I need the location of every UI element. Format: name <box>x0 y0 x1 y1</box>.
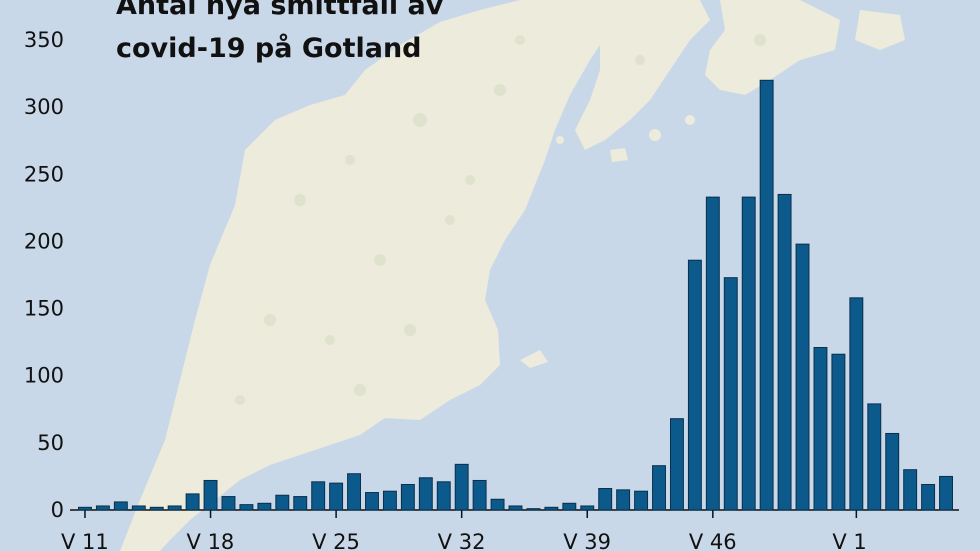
y-tick-label: 150 <box>24 297 64 321</box>
x-tick-label: V 32 <box>438 530 486 551</box>
bar-v-11 <box>78 506 92 511</box>
bar-v-27 <box>365 492 379 511</box>
bar-v-53 <box>831 353 846 511</box>
bar-v-22 <box>275 494 290 511</box>
bar-v-32 <box>454 463 469 511</box>
bar-v-51 <box>795 243 810 511</box>
bar-v-3 <box>885 432 900 511</box>
chart-title-line-1: Antal nya smittfall av <box>116 0 444 21</box>
y-tick-label: 200 <box>24 229 64 253</box>
bar-v-35 <box>508 505 523 511</box>
bar-v-25 <box>329 482 344 511</box>
bar-v-16 <box>167 505 182 511</box>
bar-v-30 <box>418 477 433 511</box>
bar-v-1 <box>849 297 864 511</box>
bar-v-36 <box>526 508 541 511</box>
y-tick-label: 100 <box>24 364 64 388</box>
y-tick-label: 350 <box>24 28 64 52</box>
bar-v-42 <box>634 490 649 511</box>
bar-v-40 <box>598 488 613 511</box>
bar-v-4 <box>903 469 918 511</box>
bar-v-28 <box>382 490 397 511</box>
bar-v-33 <box>472 479 487 511</box>
bar-v-44 <box>669 418 684 511</box>
y-tick-label: 250 <box>24 162 64 186</box>
bar-v-39 <box>580 505 595 511</box>
gotland-map-background <box>120 0 905 551</box>
x-tick-label: V 25 <box>312 530 360 551</box>
bar-v-15 <box>149 506 164 511</box>
y-tick-label: 300 <box>24 95 64 119</box>
bar-v-19 <box>221 496 236 511</box>
x-tick-label: V 1 <box>832 530 866 551</box>
bar-v-26 <box>347 473 362 511</box>
y-tick-label: 0 <box>51 498 64 522</box>
x-tick-label: V 39 <box>563 530 611 551</box>
bar-v-29 <box>400 483 415 511</box>
bar-v-13 <box>113 501 128 511</box>
bar-v-34 <box>490 498 505 511</box>
bar-v-38 <box>562 502 577 511</box>
bar-v-45 <box>687 259 702 511</box>
bar-v-43 <box>652 465 666 511</box>
bar-v-14 <box>131 505 146 511</box>
bar-v-20 <box>239 504 254 511</box>
bar-v-52 <box>813 347 828 511</box>
bar-v-21 <box>257 502 272 511</box>
bar-v-46 <box>705 196 720 511</box>
bar-v-23 <box>293 496 308 511</box>
bar-v-31 <box>436 481 451 511</box>
bar-v-24 <box>311 481 326 511</box>
x-tick-label: V 18 <box>187 530 235 551</box>
bar-v-18 <box>203 479 218 511</box>
bar-v-37 <box>544 506 559 511</box>
bar-v-49 <box>759 79 774 511</box>
x-tick-label: V 46 <box>689 530 737 551</box>
bar-v-2 <box>867 403 882 511</box>
bar-v-47 <box>723 277 738 511</box>
bar-v-5 <box>921 483 936 511</box>
bar-v-50 <box>777 193 792 511</box>
bar-v-12 <box>95 505 110 511</box>
bar-v-41 <box>616 489 631 511</box>
bar-v-17 <box>185 493 200 511</box>
bar-v-48 <box>741 196 756 511</box>
x-tick-label: V 11 <box>61 530 109 551</box>
chart-title-line-2: covid-19 på Gotland <box>116 32 422 64</box>
bar-v-6 <box>939 475 953 511</box>
y-tick-label: 50 <box>37 431 64 455</box>
